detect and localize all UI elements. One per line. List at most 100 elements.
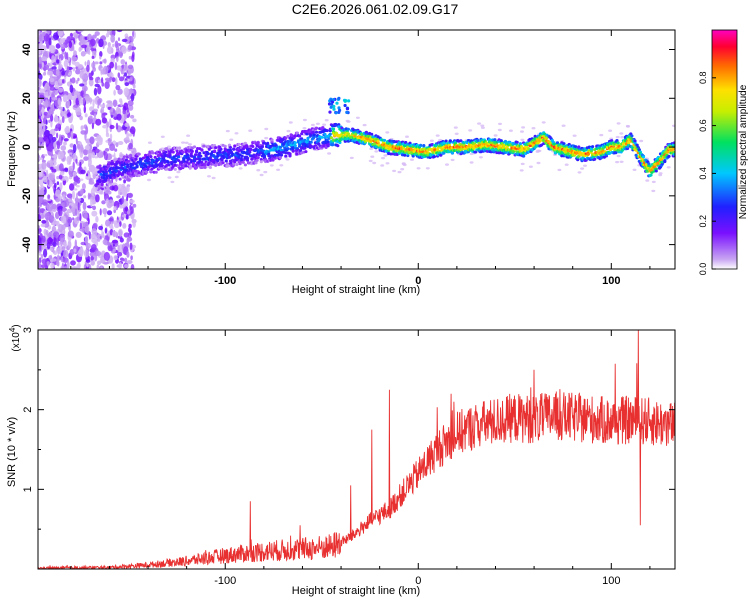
spectrogram-noise-cell bbox=[87, 192, 91, 200]
spectrogram-ridge-cell bbox=[137, 174, 141, 177]
spectrogram-blob-cell bbox=[337, 106, 341, 110]
spectrogram-ridge-cell bbox=[109, 180, 113, 184]
spectrogram-faint-cell bbox=[651, 189, 656, 193]
spectrogram-noise-cell bbox=[47, 30, 51, 35]
spectrogram-noise-cell bbox=[55, 221, 58, 226]
spectrogram-faint-cell bbox=[651, 180, 656, 184]
spectrogram-faint-cell bbox=[238, 167, 243, 170]
spectrogram-noise-cell bbox=[107, 242, 111, 247]
snr-ticks: -100 0 100 1 2 3 bbox=[22, 327, 675, 587]
spectrogram-noise-cell bbox=[69, 183, 75, 191]
spectrogram-noise-cell bbox=[43, 124, 46, 132]
spectrogram-ridge-cell bbox=[298, 134, 302, 138]
spectrogram-noise-cell bbox=[38, 230, 41, 235]
spectrogram-noise-cell bbox=[83, 87, 86, 96]
spectrogram-noise-cell bbox=[130, 114, 135, 119]
spectrogram-faint-cell bbox=[520, 130, 524, 133]
spectrogram-ridge-cell bbox=[157, 157, 161, 161]
spectrogram-ridge-cell bbox=[199, 154, 203, 158]
spectrogram-blob-cell bbox=[343, 99, 347, 103]
spectrogram-noise-cell bbox=[69, 143, 74, 148]
spectrogram-blob-cell bbox=[330, 102, 334, 106]
spectrogram-noise-cell bbox=[49, 86, 56, 91]
spectrogram-noise-cell bbox=[118, 187, 120, 196]
spectrogram-ridge-cell bbox=[195, 165, 199, 169]
spectrogram-noise-cell bbox=[127, 64, 134, 70]
spectrogram-ridge-cell bbox=[111, 170, 115, 174]
spectrogram-noise-cell bbox=[40, 45, 47, 52]
spectrogram-noise-cell bbox=[61, 51, 65, 55]
spectrogram-ridge-cell bbox=[314, 126, 319, 130]
spectrogram-faint-cell bbox=[632, 168, 637, 171]
spectrogram-noise-cell bbox=[129, 76, 133, 82]
spectrogram-noise-cell bbox=[38, 67, 41, 72]
spectrogram-ridge-cell bbox=[259, 158, 263, 161]
spectrogram-noise-cell bbox=[39, 104, 42, 110]
spectrogram-noise-cell bbox=[101, 77, 104, 84]
spectrogram-noise-cell bbox=[101, 200, 106, 205]
spectrogram-noise-cell bbox=[84, 145, 91, 151]
spectrogram-noise-cell bbox=[86, 64, 90, 72]
spectrogram-ridge-cell bbox=[633, 139, 637, 143]
spectrogram-noise-cell bbox=[67, 71, 72, 76]
spectrogram-noise-cell bbox=[74, 208, 78, 217]
spectrogram-noise-cell bbox=[58, 106, 64, 110]
spectrogram-noise-cell bbox=[117, 244, 120, 253]
spectrogram-noise-cell bbox=[106, 30, 110, 36]
spectrogram-noise-cell bbox=[50, 258, 57, 262]
spectrogram-noise-cell bbox=[104, 227, 108, 234]
spectrogram-faint-cell bbox=[397, 170, 402, 174]
spectrogram-ridge-cell bbox=[200, 148, 204, 152]
spectrogram-ridge-cell bbox=[237, 142, 241, 146]
spectrogram-faint-cell bbox=[248, 129, 253, 132]
spectrogram-noise-cell bbox=[109, 124, 115, 130]
spectrogram-ridge-cell bbox=[124, 168, 129, 172]
spectrogram-noise-cell bbox=[127, 100, 134, 107]
spectrogram-faint-cell bbox=[256, 169, 261, 172]
spectrogram-ridge-cell bbox=[672, 143, 675, 147]
spectrogram-faint-cell bbox=[285, 158, 290, 161]
spectrogram-noise-cell bbox=[118, 229, 123, 237]
spectrogram-noise-cell bbox=[56, 254, 60, 262]
spectrogram-noise-cell bbox=[85, 242, 92, 249]
spectrogram-noise-cell bbox=[113, 206, 117, 211]
spectrogram-noise-cell bbox=[118, 76, 125, 82]
spectrogram-ridge-cell bbox=[284, 154, 288, 158]
spectrogram-noise-cell bbox=[84, 95, 91, 102]
spectrogram-noise-cell bbox=[73, 98, 76, 106]
spectrogram-noise-cell bbox=[76, 177, 81, 184]
spectrogram-noise-cell bbox=[84, 132, 87, 141]
spectrogram-ridge-cell bbox=[439, 153, 443, 157]
spectrogram-ridge-cell bbox=[460, 147, 464, 151]
spectrogram-ridge-cell bbox=[149, 155, 153, 159]
spectrogram-noise-cell bbox=[47, 110, 54, 116]
spectrogram-faint-cell bbox=[207, 175, 211, 178]
spectrogram-noise-cell bbox=[92, 205, 96, 210]
spectrogram-ridge-cell bbox=[137, 152, 141, 156]
spectrogram-ridge-cell bbox=[216, 158, 220, 162]
spectrogram-noise-cell bbox=[104, 148, 110, 152]
spectrogram-ridge-cell bbox=[616, 141, 620, 145]
spectrogram-ridge-cell bbox=[255, 158, 259, 162]
spectrogram-noise-cell bbox=[39, 110, 42, 117]
spectrogram-noise-cell bbox=[91, 61, 96, 69]
spectrogram-noise-cell bbox=[88, 72, 93, 79]
spectrogram-noise-cell bbox=[126, 239, 130, 248]
spectrogram-noise-cell bbox=[49, 215, 54, 223]
spectrogram-noise-cell bbox=[80, 51, 86, 57]
spectrogram-noise-cell bbox=[122, 258, 125, 262]
spectrogram-noise-cell bbox=[79, 197, 85, 204]
spectrogram-ridge-cell bbox=[104, 170, 108, 174]
spectrogram-noise-cell bbox=[114, 77, 118, 86]
spectrogram-noise-cell bbox=[124, 264, 129, 268]
spectrogram-ridge-cell bbox=[159, 167, 164, 170]
spectrogram-ridge-cell bbox=[126, 163, 130, 167]
spectrogram-noise-cell bbox=[128, 104, 134, 111]
spectrogram-noise-cell bbox=[39, 88, 45, 94]
spectrogram-noise-cell bbox=[58, 174, 63, 180]
spectrogram-ridge-cell bbox=[100, 182, 104, 186]
spectrogram-ridge-cell bbox=[303, 146, 307, 150]
snr-multiplier-close: ) bbox=[11, 324, 22, 327]
spectrogram-noise-cell bbox=[92, 34, 97, 39]
spectrogram-ridge-cell bbox=[156, 154, 160, 158]
